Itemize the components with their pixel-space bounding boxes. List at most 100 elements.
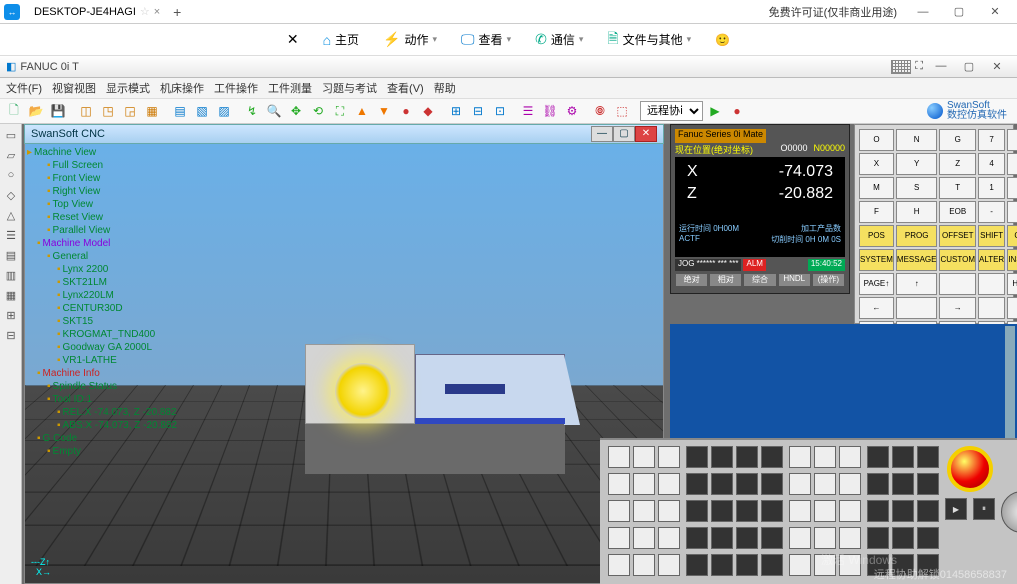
ls-icon[interactable]: ◇ bbox=[2, 186, 20, 204]
keypad-key[interactable]: ← bbox=[859, 297, 894, 319]
op-button[interactable] bbox=[686, 473, 708, 495]
new-tab-button[interactable]: + bbox=[168, 4, 186, 20]
tb-b-icon[interactable]: ▼ bbox=[374, 101, 394, 121]
op-button[interactable] bbox=[658, 500, 680, 522]
keypad-key[interactable]: OFFSET bbox=[939, 225, 976, 247]
tb-a-icon[interactable]: ▲ bbox=[352, 101, 372, 121]
tree-item[interactable]: ▪Parallel View bbox=[27, 224, 207, 237]
op-button[interactable] bbox=[814, 473, 836, 495]
op-button[interactable] bbox=[608, 500, 630, 522]
tb-cube3-icon[interactable]: ◲ bbox=[120, 101, 140, 121]
tree-item[interactable]: ▪SKT21LM bbox=[27, 276, 207, 289]
keypad-key[interactable]: - bbox=[978, 201, 1005, 223]
softkey[interactable]: (操作) bbox=[812, 273, 845, 287]
scene-tree[interactable]: ▸Machine View ▪Full Screen▪Front View▪Ri… bbox=[27, 146, 207, 458]
vp-maximize-button[interactable]: ▢ bbox=[613, 126, 635, 142]
op-button[interactable] bbox=[839, 527, 861, 549]
softkey[interactable]: 综合 bbox=[743, 273, 776, 287]
op-button[interactable] bbox=[761, 446, 783, 468]
tb-tool-icon[interactable]: ↯ bbox=[242, 101, 262, 121]
op-button[interactable] bbox=[658, 554, 680, 576]
keypad-key[interactable]: ALTER bbox=[978, 249, 1005, 271]
op-button[interactable] bbox=[789, 473, 811, 495]
tb-cube-icon[interactable]: ◫ bbox=[76, 101, 96, 121]
tree-item[interactable]: ▪Reset View bbox=[27, 211, 207, 224]
menu-item[interactable]: 工件操作 bbox=[214, 80, 258, 96]
keypad-key[interactable]: MESSAGE bbox=[896, 249, 938, 271]
tb-open-icon[interactable]: 📂 bbox=[26, 101, 46, 121]
op-button[interactable] bbox=[761, 527, 783, 549]
op-button[interactable] bbox=[633, 473, 655, 495]
ls-icon[interactable]: ▱ bbox=[2, 146, 20, 164]
tb-j-icon[interactable]: ⚙ bbox=[562, 101, 582, 121]
tb-new-icon[interactable]: 🗋 bbox=[4, 101, 24, 121]
keypad-key[interactable]: CAN bbox=[1007, 225, 1017, 247]
op-button[interactable] bbox=[711, 446, 733, 468]
op-button[interactable] bbox=[814, 500, 836, 522]
op-button[interactable] bbox=[711, 554, 733, 576]
window-minimize-button[interactable]: — bbox=[905, 1, 941, 23]
tree-item[interactable]: ▪Lynx220LM bbox=[27, 289, 207, 302]
menu-item[interactable]: 视窗视图 bbox=[52, 80, 96, 96]
cycle-start-button[interactable]: ▶ bbox=[945, 498, 967, 520]
remote-close-button[interactable]: ✕ bbox=[279, 29, 307, 50]
tree-item[interactable]: ▪Tool ID:1 bbox=[27, 393, 207, 406]
tree-item[interactable]: ▪Machine Model bbox=[27, 237, 207, 250]
softkey[interactable]: 绝对 bbox=[675, 273, 708, 287]
tree-item[interactable]: ▪REL:X -74.073, Z -20.882 bbox=[27, 406, 207, 419]
op-button[interactable] bbox=[736, 527, 758, 549]
op-button[interactable] bbox=[608, 446, 630, 468]
vp-minimize-button[interactable]: — bbox=[591, 126, 613, 142]
op-button[interactable] bbox=[789, 446, 811, 468]
op-button[interactable] bbox=[711, 500, 733, 522]
op-button[interactable] bbox=[892, 446, 914, 468]
keypad-key[interactable]: Z bbox=[939, 153, 976, 175]
op-button[interactable] bbox=[789, 527, 811, 549]
grid-toggle-icon[interactable] bbox=[891, 60, 911, 74]
op-button[interactable] bbox=[711, 473, 733, 495]
op-button[interactable] bbox=[839, 446, 861, 468]
menu-item[interactable]: 工件测量 bbox=[268, 80, 312, 96]
keypad-key[interactable]: O bbox=[859, 129, 894, 151]
ls-icon[interactable]: ☰ bbox=[2, 226, 20, 244]
menu-item[interactable]: 习题与考试 bbox=[322, 80, 377, 96]
keypad-key[interactable]: T bbox=[939, 177, 976, 199]
keypad-key[interactable]: 2 bbox=[1007, 177, 1017, 199]
op-button[interactable] bbox=[608, 527, 630, 549]
remote-mode-select[interactable]: 远程协ⅰ bbox=[640, 101, 703, 121]
op-button[interactable] bbox=[917, 500, 939, 522]
window-maximize-button[interactable]: ▢ bbox=[941, 1, 977, 23]
tree-item[interactable]: ▪Right View bbox=[27, 185, 207, 198]
tb-rec-icon[interactable]: ● bbox=[727, 101, 747, 121]
app-maximize-button[interactable]: ▢ bbox=[955, 60, 983, 73]
feed-override-dial[interactable] bbox=[1001, 491, 1017, 533]
op-button[interactable] bbox=[867, 500, 889, 522]
keypad-key[interactable]: H bbox=[896, 201, 938, 223]
tb-d-icon[interactable]: ◆ bbox=[418, 101, 438, 121]
app-minimize-button[interactable]: — bbox=[927, 60, 955, 73]
menu-item[interactable]: 显示模式 bbox=[106, 80, 150, 96]
tb-save-icon[interactable]: 💾 bbox=[48, 101, 68, 121]
vp-close-button[interactable]: ✕ bbox=[635, 126, 657, 142]
keypad-key[interactable]: Y bbox=[896, 153, 938, 175]
op-button[interactable] bbox=[867, 527, 889, 549]
op-button[interactable] bbox=[761, 500, 783, 522]
op-button[interactable] bbox=[917, 473, 939, 495]
ls-icon[interactable]: △ bbox=[2, 206, 20, 224]
feed-hold-button[interactable]: ⏸ bbox=[973, 498, 995, 520]
tree-item[interactable]: ▪Goodway GA 2000L bbox=[27, 341, 207, 354]
remote-emoji-button[interactable]: 🙂 bbox=[707, 31, 738, 49]
keypad-key[interactable]: PAGE↑ bbox=[859, 273, 894, 295]
tree-item[interactable]: ▪CENTUR30D bbox=[27, 302, 207, 315]
remote-view-button[interactable]: 🖵查看▾ bbox=[453, 29, 519, 50]
tb-zoom-icon[interactable]: 🔍 bbox=[264, 101, 284, 121]
keypad-key[interactable] bbox=[1007, 297, 1017, 319]
op-button[interactable] bbox=[789, 500, 811, 522]
tree-item[interactable]: ▪General bbox=[27, 250, 207, 263]
app-close-button[interactable]: ✕ bbox=[983, 60, 1011, 73]
keypad-key[interactable] bbox=[896, 297, 938, 319]
keypad-key[interactable]: M bbox=[859, 177, 894, 199]
op-button[interactable] bbox=[814, 446, 836, 468]
tree-item[interactable]: ▪VR1-LATHE bbox=[27, 354, 207, 367]
ls-icon[interactable]: ▭ bbox=[2, 126, 20, 144]
